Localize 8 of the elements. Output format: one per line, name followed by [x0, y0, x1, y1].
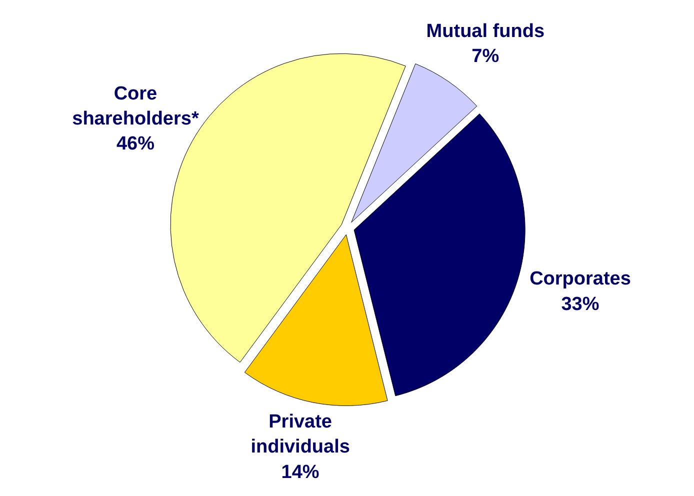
- slice-label: Private individuals: [250, 411, 350, 458]
- slice-label: Core shareholders*: [72, 83, 200, 130]
- slice-label: Corporates: [530, 268, 631, 290]
- data-label: 33%: [561, 294, 600, 315]
- data-label: 14%: [281, 462, 320, 483]
- data-label: 7%: [472, 46, 500, 68]
- data-label: 46%: [116, 134, 155, 155]
- slice-label: Mutual funds: [426, 20, 545, 42]
